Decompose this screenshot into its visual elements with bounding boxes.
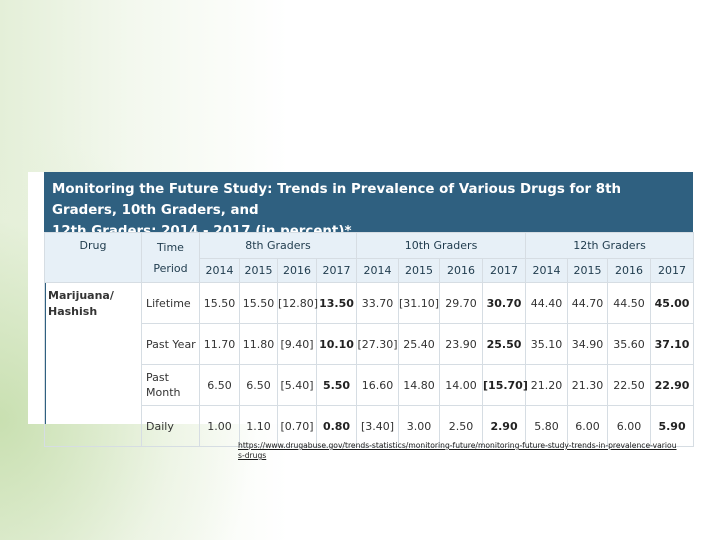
time-period-cell: Past Year	[141, 323, 200, 365]
value-cell: 21.20	[525, 364, 569, 406]
value-cell: 5.90	[650, 405, 695, 447]
value-cell: [12.80]	[277, 282, 318, 324]
time-period-cell: Past Month	[141, 364, 200, 406]
value-cell: 6.50	[199, 364, 240, 406]
value-cell: [3.40]	[356, 405, 400, 447]
value-cell: 5.50	[315, 364, 358, 406]
value-cell: 44.50	[607, 282, 652, 324]
time-period-cell: Daily	[141, 405, 200, 447]
drug-name-cell: Marijuana/ Hashish	[44, 282, 142, 447]
time-period-cell: Lifetime	[141, 282, 200, 324]
value-cell: 37.10	[650, 323, 695, 365]
value-cell: 33.70	[356, 282, 400, 324]
value-cell: [27.30]	[356, 323, 400, 365]
value-cell: 29.70	[439, 282, 484, 324]
header-year: 2014	[199, 258, 240, 283]
value-cell: 1.00	[199, 405, 240, 447]
header-year: 2016	[607, 258, 652, 283]
value-cell: 30.70	[482, 282, 527, 324]
header-year: 2017	[315, 258, 358, 283]
value-cell: 25.50	[482, 323, 527, 365]
header-year: 2016	[439, 258, 484, 283]
value-cell: [31.10]	[398, 282, 441, 324]
header-drug: Drug	[44, 232, 142, 283]
value-cell: 44.70	[567, 282, 609, 324]
header-12th-graders: 12th Graders	[525, 232, 695, 259]
header-10th-graders: 10th Graders	[356, 232, 527, 259]
value-cell: 1.10	[239, 405, 278, 447]
value-cell: [5.40]	[277, 364, 317, 406]
header-year: 2016	[277, 258, 317, 283]
value-cell: 21.30	[567, 364, 609, 406]
source-link[interactable]: https://www.drugabuse.gov/trends-statist…	[238, 441, 677, 460]
table-image: Monitoring the Future Study: Trends in P…	[28, 172, 695, 447]
header-year: 2014	[356, 258, 400, 283]
value-cell: 35.60	[607, 323, 652, 365]
value-cell: 44.40	[525, 282, 569, 324]
value-cell: 3.00	[398, 405, 441, 447]
value-cell: [9.40]	[277, 323, 317, 365]
value-cell: 6.00	[607, 405, 652, 447]
header-year: 2015	[398, 258, 441, 283]
value-cell: 25.40	[398, 323, 441, 365]
table-row: Marijuana/ Hashish Lifetime 15.50 15.50 [12.…	[44, 282, 695, 447]
prevalence-table: Drug Time Period 8th Graders 10th Grader…	[44, 232, 695, 447]
header-year: 2014	[525, 258, 569, 283]
table-row: Past Month 6.50 6.50 [5.40] 5.50 16.60 14.80 14…	[45, 364, 695, 406]
value-cell: 34.90	[567, 323, 609, 365]
value-cell: 15.50	[239, 282, 278, 324]
value-cell: 0.80	[315, 405, 358, 447]
value-cell: 45.00	[650, 282, 695, 324]
table-title: Monitoring the Future Study: Trends in P…	[44, 172, 693, 239]
value-cell: 6.00	[567, 405, 609, 447]
header-time-period: Time Period	[141, 232, 200, 283]
table-row: Daily 1.00 1.10 [0.70] 0.80 [3.40] 3.00 2.50 2.9…	[45, 405, 695, 447]
header-year: 2015	[239, 258, 278, 283]
header-year: 2017	[650, 258, 695, 283]
value-cell: 10.10	[315, 323, 358, 365]
value-cell: 15.50	[199, 282, 240, 324]
header-8th-graders: 8th Graders	[198, 232, 358, 259]
value-cell: 22.90	[650, 364, 695, 406]
header-year: 2015	[567, 258, 609, 283]
value-cell: [15.70]	[482, 364, 528, 406]
value-cell: 22.50	[607, 364, 652, 406]
value-cell: 13.50	[315, 282, 358, 324]
value-cell: 35.10	[525, 323, 569, 365]
value-cell: 14.00	[439, 364, 484, 406]
value-cell: 2.50	[439, 405, 484, 447]
value-cell: 14.80	[398, 364, 441, 406]
value-cell: 2.90	[482, 405, 527, 447]
value-cell: 11.70	[199, 323, 240, 365]
table-title-line-1: Monitoring the Future Study: Trends in P…	[52, 182, 622, 218]
value-cell: 23.90	[439, 323, 484, 365]
header-year: 2017	[482, 258, 527, 283]
value-cell: [0.70]	[277, 405, 317, 447]
value-cell: 6.50	[239, 364, 278, 406]
value-cell: 16.60	[356, 364, 400, 406]
table-row: Past Year 11.70 11.80 [9.40] 10.10 [27.30] 25.…	[45, 323, 695, 365]
value-cell: 11.80	[239, 323, 278, 365]
